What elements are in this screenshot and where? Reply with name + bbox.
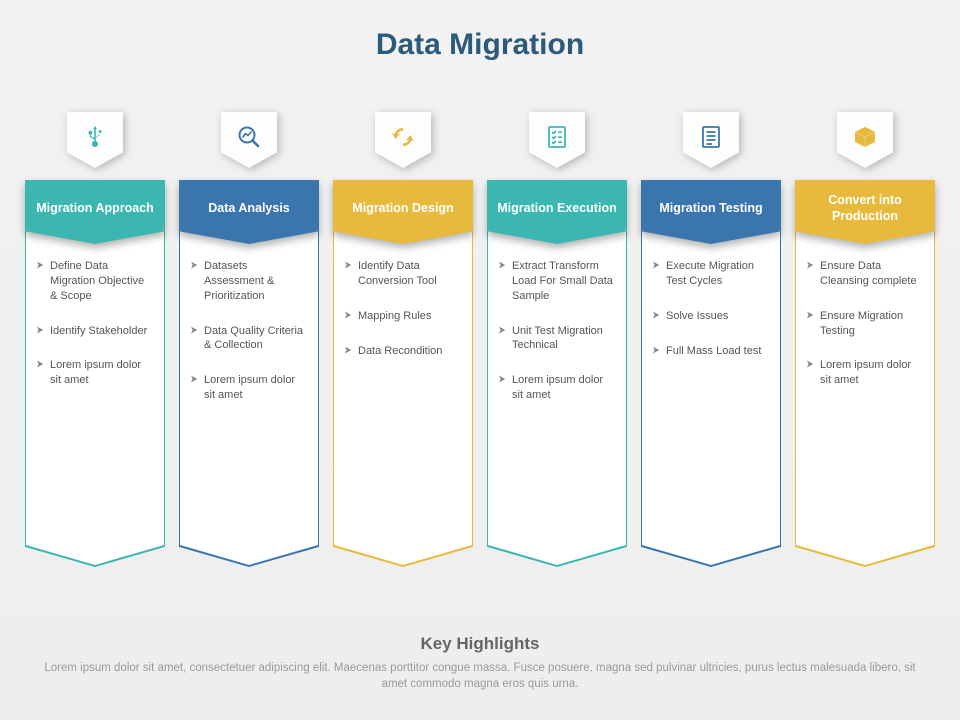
box-icon — [852, 124, 878, 150]
bullet-item: Lorem ipsum dolor sit amet — [190, 373, 308, 403]
bullet-item: Lorem ipsum dolor sit amet — [498, 373, 616, 403]
column-header: Convert into Production — [795, 180, 935, 244]
column-card: Extract Transform Load For Small Data Sa… — [487, 230, 627, 567]
list-icon — [698, 124, 724, 150]
bullet-item: Execute Migration Test Cycles — [652, 259, 770, 289]
bullet-item: Define Data Migration Objective & Scope — [36, 259, 154, 304]
process-column: Migration Testing Execute Migration Test … — [641, 112, 781, 567]
bullet-item: Identify Stakeholder — [36, 324, 154, 339]
footer: Key Highlights Lorem ipsum dolor sit ame… — [0, 634, 960, 692]
page-title: Data Migration — [0, 0, 960, 62]
sync-icon — [390, 124, 416, 150]
bullet-item: Ensure Data Cleansing complete — [806, 259, 924, 289]
column-header: Migration Approach — [25, 180, 165, 244]
icon-badge — [67, 112, 123, 168]
bullet-item: Lorem ipsum dolor sit amet — [36, 358, 154, 388]
process-column: Migration Approach Define Data Migration … — [25, 112, 165, 567]
process-column: Migration Execution Extract Transform Loa… — [487, 112, 627, 567]
bullet-item: Data Recondition — [344, 344, 462, 359]
bullet-list: Ensure Data Cleansing complete Ensure Mig… — [806, 259, 924, 388]
bullet-item: Extract Transform Load For Small Data Sa… — [498, 259, 616, 304]
column-card: Define Data Migration Objective & Scope I… — [25, 230, 165, 567]
bullet-list: Datasets Assessment & Prioritization Data… — [190, 259, 308, 403]
column-card: Execute Migration Test Cycles Solve Issue… — [641, 230, 781, 567]
analysis-icon — [236, 124, 262, 150]
icon-badge — [375, 112, 431, 168]
bullet-item: Full Mass Load test — [652, 344, 770, 359]
process-column: Migration Design Identify Data Conversion… — [333, 112, 473, 567]
bullet-item: Unit Test Migration Technical — [498, 324, 616, 354]
process-column: Data Analysis Datasets Assessment & Prior… — [179, 112, 319, 567]
bullet-item: Ensure Migration Testing — [806, 309, 924, 339]
column-header: Migration Execution — [487, 180, 627, 244]
bullet-list: Identify Data Conversion Tool Mapping Rul… — [344, 259, 462, 358]
process-column: Convert into Production Ensure Data Clean… — [795, 112, 935, 567]
bullet-list: Define Data Migration Objective & Scope I… — [36, 259, 154, 388]
column-card: Identify Data Conversion Tool Mapping Rul… — [333, 230, 473, 567]
bullet-item: Datasets Assessment & Prioritization — [190, 259, 308, 304]
column-header: Migration Design — [333, 180, 473, 244]
column-card: Datasets Assessment & Prioritization Data… — [179, 230, 319, 567]
bullet-item: Identify Data Conversion Tool — [344, 259, 462, 289]
columns-container: Migration Approach Define Data Migration … — [0, 112, 960, 567]
bullet-list: Extract Transform Load For Small Data Sa… — [498, 259, 616, 403]
bullet-list: Execute Migration Test Cycles Solve Issue… — [652, 259, 770, 358]
checklist-icon — [544, 124, 570, 150]
column-header: Migration Testing — [641, 180, 781, 244]
bullet-item: Mapping Rules — [344, 309, 462, 324]
icon-badge — [837, 112, 893, 168]
footer-title: Key Highlights — [40, 634, 920, 654]
column-header: Data Analysis — [179, 180, 319, 244]
icon-badge — [683, 112, 739, 168]
footer-text: Lorem ipsum dolor sit amet, consectetuer… — [40, 660, 920, 692]
bullet-item: Lorem ipsum dolor sit amet — [806, 358, 924, 388]
bullet-item: Solve Issues — [652, 309, 770, 324]
bullet-item: Data Quality Criteria & Collection — [190, 324, 308, 354]
usb-icon — [82, 124, 108, 150]
icon-badge — [529, 112, 585, 168]
column-card: Ensure Data Cleansing complete Ensure Mig… — [795, 230, 935, 567]
icon-badge — [221, 112, 277, 168]
